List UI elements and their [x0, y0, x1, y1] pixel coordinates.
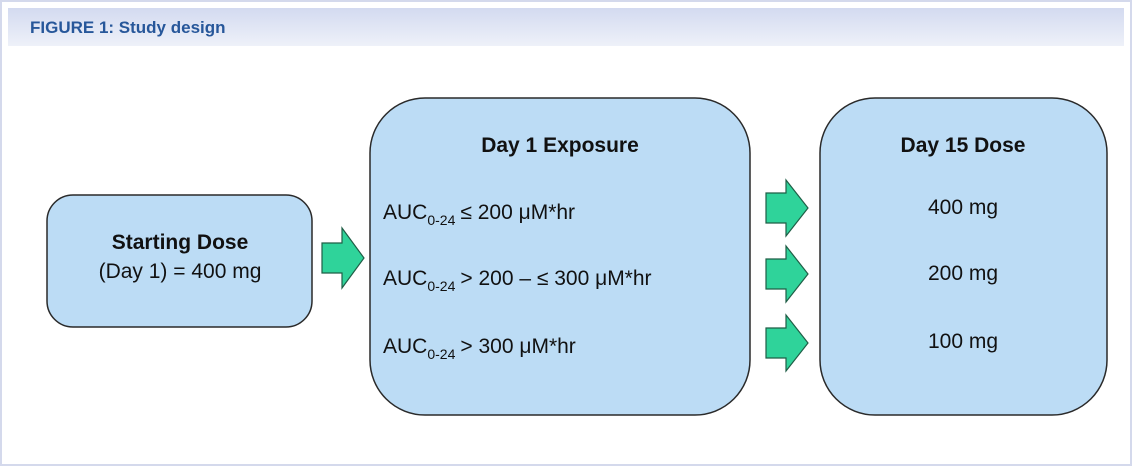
row-subscript: 0-24 — [427, 278, 455, 294]
arrow — [765, 178, 809, 238]
exposure-box — [369, 97, 751, 416]
figure-title: FIGURE 1: Study design — [30, 18, 226, 37]
arrow — [321, 226, 365, 290]
exposure-row: AUC0-24 > 300 μM*hr — [383, 335, 576, 362]
exposure-row: AUC0-24 > 200 – ≤ 300 μM*hr — [383, 267, 652, 294]
header-bar — [8, 8, 1124, 46]
row-label: AUC — [383, 267, 427, 290]
row-subscript: 0-24 — [427, 212, 455, 228]
row-label: AUC — [383, 335, 427, 358]
arrow — [765, 244, 809, 304]
row-condition: ≤ 200 μM*hr — [460, 201, 575, 224]
row-condition: > 300 μM*hr — [460, 335, 575, 358]
node-title: Day 15 Dose — [901, 134, 1026, 157]
dose-box — [819, 97, 1108, 416]
dose-row: 200 mg — [928, 262, 998, 285]
node-text: (Day 1) = 400 mg — [99, 260, 262, 283]
dose-row: 100 mg — [928, 330, 998, 353]
node-title: Starting Dose — [112, 231, 249, 254]
row-label: AUC — [383, 201, 427, 224]
dose-row: 400 mg — [928, 196, 998, 219]
row-condition: > 200 – ≤ 300 μM*hr — [460, 267, 651, 290]
start-box — [46, 194, 313, 328]
exposure-row: AUC0-24 ≤ 200 μM*hr — [383, 201, 575, 228]
arrow — [765, 313, 809, 373]
row-subscript: 0-24 — [427, 346, 455, 362]
node-title: Day 1 Exposure — [481, 134, 639, 157]
